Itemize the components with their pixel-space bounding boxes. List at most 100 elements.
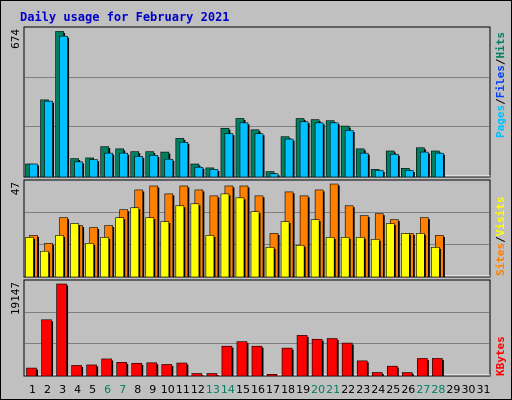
- kbytes-bar: [371, 372, 383, 377]
- legend-entry: /: [494, 236, 507, 243]
- sites-bar: [280, 221, 290, 278]
- kbytes-bar: [161, 364, 173, 377]
- sites-bar: [190, 203, 200, 278]
- kbytes-bar: [56, 283, 67, 377]
- sites-bar: [70, 223, 79, 278]
- legend-entry: /: [494, 58, 507, 65]
- files-bar: [74, 161, 83, 178]
- sites-bar: [310, 219, 320, 278]
- day-label: 31: [476, 383, 490, 396]
- day-label: 2: [44, 383, 51, 396]
- legend-entry: KBytes: [494, 336, 507, 376]
- legend-entry: Pages: [494, 105, 507, 138]
- kbytes-bar: [341, 342, 353, 377]
- files-bar: [420, 151, 429, 178]
- sites-bar: [175, 205, 185, 278]
- files-bar: [374, 170, 384, 178]
- files-bar: [44, 100, 53, 178]
- kbytes-bar: [86, 364, 97, 377]
- day-label: 9: [149, 383, 156, 396]
- files-bar: [269, 173, 279, 178]
- day-label: 18: [281, 383, 295, 396]
- kbytes-bar: [356, 360, 368, 377]
- day-label: 14: [221, 383, 235, 396]
- sites-bar: [416, 233, 425, 278]
- kbytes-bar: [41, 319, 52, 377]
- legend-middle: Sites/Visits: [494, 197, 507, 277]
- legend-top: Pages/Files/Hits: [494, 32, 507, 138]
- day-label: 7: [119, 383, 126, 396]
- y-max-label: 47: [9, 182, 22, 195]
- day-label: 25: [386, 383, 400, 396]
- day-label: 22: [341, 383, 355, 396]
- day-label: 30: [461, 383, 475, 396]
- files-bar: [194, 166, 204, 178]
- day-label: 11: [176, 383, 190, 396]
- kbytes-bar: [266, 374, 278, 377]
- files-bar: [89, 159, 98, 178]
- kbytes-bar: [191, 373, 203, 377]
- sites-bar: [145, 217, 155, 278]
- kbytes-bar: [131, 362, 143, 377]
- files-bar: [59, 35, 68, 178]
- files-bar: [149, 155, 159, 178]
- sites-bar: [250, 211, 260, 278]
- day-label: 15: [236, 383, 250, 396]
- kbytes-bar: [417, 358, 428, 377]
- kbytes-bar: [311, 338, 323, 377]
- sites-bar: [115, 217, 124, 278]
- kbytes-bar: [296, 335, 308, 377]
- kbytes-bar: [176, 362, 188, 377]
- files-bar: [29, 163, 38, 178]
- day-label: 28: [431, 383, 445, 396]
- kbytes-bar: [101, 358, 112, 377]
- files-bar: [224, 133, 234, 178]
- sites-bar: [220, 193, 230, 278]
- kbytes-bar: [402, 372, 413, 377]
- kbytes-bar: [116, 362, 127, 377]
- day-label: 24: [371, 383, 385, 396]
- files-bar: [329, 122, 339, 178]
- files-bar: [179, 142, 189, 178]
- kbytes-bar: [26, 367, 37, 377]
- sites-bar: [40, 250, 49, 278]
- day-label: 16: [251, 383, 265, 396]
- sites-bar: [205, 235, 215, 278]
- files-bar: [104, 152, 113, 178]
- day-label: 8: [134, 383, 141, 396]
- y-max-label: 674: [9, 29, 22, 49]
- files-bar: [314, 122, 324, 178]
- legend-entry: Hits: [494, 32, 507, 59]
- sites-bar: [85, 243, 94, 278]
- legend-entry: Visits: [494, 197, 507, 237]
- legend-entry: /: [494, 98, 507, 105]
- day-label: 1: [29, 383, 36, 396]
- kbytes-bar: [236, 341, 248, 377]
- sites-bar: [265, 247, 275, 278]
- sites-bar: [235, 197, 245, 278]
- files-bar: [209, 169, 219, 178]
- sites-bar: [370, 239, 380, 278]
- y-max-label: 19147: [9, 282, 22, 315]
- day-label: 13: [206, 383, 220, 396]
- kbytes-bar: [146, 362, 158, 377]
- sites-bar: [25, 237, 34, 278]
- files-bar: [119, 152, 128, 178]
- sites-bar: [401, 233, 410, 278]
- kbytes-bar: [281, 347, 293, 377]
- files-bar: [164, 158, 174, 178]
- sites-bar: [130, 207, 140, 278]
- day-label: 17: [266, 383, 280, 396]
- day-label: 26: [401, 383, 415, 396]
- files-bar: [239, 122, 249, 178]
- files-bar: [254, 133, 264, 178]
- day-label: 21: [326, 383, 340, 396]
- files-bar: [344, 130, 354, 178]
- kbytes-bar: [386, 365, 398, 377]
- day-label: 12: [191, 383, 205, 396]
- kbytes-bar: [251, 345, 263, 377]
- day-label: 19: [296, 383, 310, 396]
- sites-bar: [295, 245, 305, 278]
- kbytes-bar: [432, 358, 443, 377]
